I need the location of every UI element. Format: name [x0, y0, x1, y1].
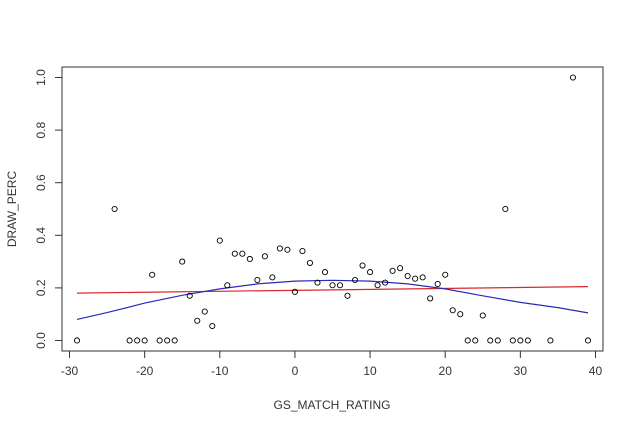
data-point — [299, 248, 306, 255]
data-point — [291, 288, 298, 295]
data-point — [164, 337, 171, 344]
data-point — [584, 337, 592, 344]
fit-lines — [76, 279, 589, 320]
data-point — [509, 337, 516, 344]
data-point — [239, 250, 246, 257]
data-point — [134, 337, 141, 344]
data-point — [419, 274, 426, 281]
data-point — [389, 267, 396, 274]
data-point — [472, 337, 479, 344]
x-tick-label: 40 — [589, 364, 603, 378]
data-point — [404, 273, 411, 280]
data-point — [442, 271, 449, 278]
plot-box — [61, 66, 604, 352]
data-point — [397, 265, 404, 272]
data-point — [434, 280, 441, 287]
data-point — [246, 255, 253, 263]
data-point — [547, 337, 554, 344]
data-point — [344, 292, 351, 299]
y-axis: 0.0 0.2 0.4 0.6 0.8 1.0 — [34, 69, 63, 349]
data-point — [284, 246, 291, 253]
x-axis-title: GS_MATCH_RATING — [274, 398, 391, 412]
data-point — [171, 337, 178, 344]
data-point — [186, 292, 193, 299]
data-point — [524, 337, 531, 344]
data-point — [306, 259, 314, 266]
data-point — [314, 279, 321, 286]
y-axis-title: DRAW_PERC — [5, 171, 19, 248]
quadratic-fit-line — [76, 279, 589, 320]
data-point — [261, 253, 268, 260]
y-tick-label: 0.4 — [34, 227, 48, 244]
data-point — [224, 282, 231, 289]
data-point — [517, 337, 524, 344]
data-point — [179, 258, 186, 265]
data-point — [231, 250, 238, 257]
data-point — [502, 205, 509, 213]
data-point — [209, 322, 216, 330]
x-tick-label: -30 — [61, 364, 79, 378]
data-point — [569, 74, 576, 81]
data-point — [329, 282, 336, 289]
data-point — [374, 282, 381, 289]
data-point — [111, 205, 118, 213]
data-point — [194, 317, 201, 324]
x-axis: -30 -20 -10 0 10 20 30 40 — [61, 350, 603, 378]
data-point — [201, 308, 208, 315]
data-point — [457, 311, 464, 318]
data-point — [216, 237, 223, 244]
data-points — [73, 74, 592, 344]
data-point — [367, 269, 374, 276]
data-point — [412, 275, 419, 282]
data-point — [126, 337, 133, 344]
y-tick-label: 0.2 — [34, 279, 48, 296]
data-point — [494, 337, 501, 344]
data-point — [269, 274, 276, 281]
data-point — [479, 312, 486, 319]
data-point — [351, 276, 359, 284]
x-tick-label: 0 — [292, 364, 299, 378]
data-point — [73, 337, 81, 344]
y-tick-label: 1.0 — [34, 69, 48, 86]
data-point — [487, 337, 494, 344]
data-point — [464, 337, 471, 344]
x-tick-label: 10 — [363, 364, 377, 378]
linear-fit-line — [76, 286, 589, 294]
y-tick-label: 0.6 — [34, 174, 48, 191]
x-tick-label: -20 — [136, 364, 154, 378]
x-tick-label: 30 — [514, 364, 528, 378]
y-tick-label: 0.8 — [34, 121, 48, 138]
data-point — [382, 279, 389, 286]
y-tick-label: 0.0 — [34, 332, 48, 349]
x-tick-label: 20 — [439, 364, 453, 378]
data-point — [141, 337, 148, 344]
data-point — [321, 269, 329, 276]
data-point — [449, 307, 456, 314]
data-point — [156, 337, 163, 344]
data-point — [254, 276, 261, 284]
data-point — [149, 271, 156, 278]
data-point — [427, 295, 434, 302]
x-tick-label: -10 — [211, 364, 229, 378]
data-point — [276, 245, 283, 252]
data-point — [336, 282, 344, 289]
data-point — [359, 262, 366, 269]
